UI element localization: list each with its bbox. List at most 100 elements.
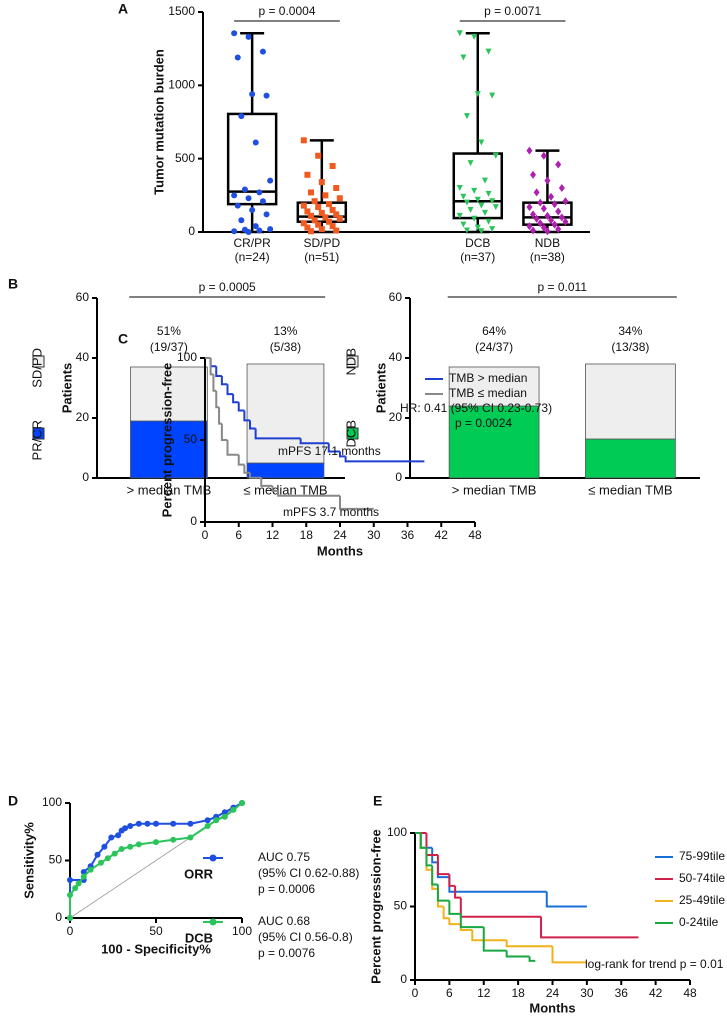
legend-label: 0-24tile [679, 915, 719, 929]
point [485, 190, 492, 197]
point [234, 54, 241, 61]
point [460, 193, 467, 200]
roc-point [204, 817, 211, 824]
survival-step [459, 913, 484, 929]
point [329, 207, 336, 213]
roc-point [108, 834, 115, 841]
point [492, 152, 499, 159]
y-axis-label: Patients [373, 363, 388, 414]
bar-segment [130, 420, 208, 479]
point [463, 199, 470, 206]
x-axis-label: Months [317, 543, 363, 558]
legend-annotation: p = 0.0076 [258, 946, 315, 960]
point [256, 227, 263, 234]
point [540, 204, 547, 213]
roc-point [153, 839, 159, 846]
roc-point [221, 809, 228, 816]
legend-label: NDB [343, 348, 358, 375]
survival-step [448, 900, 461, 915]
survival-step [505, 950, 530, 958]
category-label: > median TMB [452, 482, 537, 497]
roc-point [127, 843, 134, 850]
bar-label: (13/38) [611, 340, 649, 354]
point [234, 202, 241, 209]
point [460, 54, 467, 61]
legend-label: PR/CR [29, 420, 44, 460]
point [562, 197, 569, 206]
legend-marker [209, 918, 217, 926]
x-tick-label: 42 [435, 528, 449, 542]
y-tick-label: 0 [55, 910, 62, 924]
legend-label: 75-99tile [679, 849, 725, 863]
point [551, 220, 558, 229]
point [558, 213, 565, 222]
point [460, 221, 467, 228]
count-label: (n=38) [530, 250, 565, 264]
legend-label: DCB [343, 420, 358, 447]
point [456, 30, 463, 37]
x-tick-label: 42 [649, 986, 663, 1000]
comparison-label: p = 0.011 [538, 280, 588, 294]
legend-swatch [32, 427, 45, 440]
point [315, 221, 322, 228]
survival-step [471, 930, 507, 942]
panel-label: A [118, 1, 128, 17]
survival-step [249, 420, 256, 430]
survival-step [431, 847, 438, 864]
point [456, 185, 463, 191]
point [471, 33, 478, 40]
roc-point [135, 841, 142, 848]
roc-point [94, 851, 101, 858]
survival-step [448, 874, 456, 887]
point [315, 204, 322, 211]
legend-label: DCB [185, 930, 213, 945]
point [526, 203, 533, 212]
point [249, 207, 256, 213]
point [311, 217, 318, 224]
x-tick-label: 12 [477, 986, 491, 1000]
y-tick-label: 50 [49, 853, 63, 867]
bar-segment [448, 366, 540, 407]
category-label: ≤ median TMB [588, 482, 672, 497]
survival-step [528, 956, 536, 962]
point [259, 198, 266, 205]
roc-point [101, 843, 108, 850]
point [263, 211, 270, 218]
roc-point [135, 820, 142, 827]
legend-label: ORR [184, 866, 214, 881]
box [226, 112, 278, 206]
point [474, 224, 481, 231]
annotation: mPFS 17.1 months [278, 444, 381, 458]
comparison-label: p = 0.0071 [484, 4, 541, 18]
point [492, 204, 499, 211]
roc-point [97, 859, 104, 866]
y-tick-label: 60 [389, 290, 403, 304]
roc-point [115, 832, 122, 839]
point [336, 195, 343, 202]
point [478, 202, 485, 209]
point [318, 209, 325, 216]
point [485, 218, 492, 225]
point [245, 195, 252, 202]
point [481, 177, 488, 184]
x-tick-label: 30 [580, 986, 594, 1000]
y-tick-label: 60 [76, 290, 90, 304]
y-tick-label: 0 [395, 470, 402, 484]
legend-label: SD/PD [29, 348, 44, 388]
point [481, 209, 488, 216]
x-tick-label: 36 [401, 528, 415, 542]
roc-point [80, 869, 87, 875]
point [318, 226, 325, 233]
x-tick-label: 30 [367, 528, 381, 542]
point [300, 202, 307, 209]
point [333, 185, 340, 191]
y-axis-label: Sensitivity% [21, 822, 36, 899]
point [540, 151, 547, 160]
roc-point [239, 800, 245, 806]
x-tick-label: 18 [511, 986, 525, 1000]
point [474, 91, 481, 98]
legend-label: 50-74tile [679, 871, 725, 885]
point [463, 113, 470, 120]
x-tick-label: 6 [446, 986, 453, 1000]
